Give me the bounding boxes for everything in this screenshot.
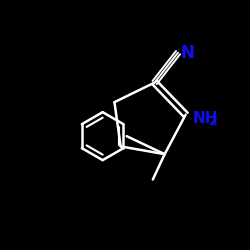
Text: NH: NH bbox=[193, 111, 218, 126]
Text: N: N bbox=[181, 44, 195, 62]
Text: 2: 2 bbox=[209, 115, 218, 128]
